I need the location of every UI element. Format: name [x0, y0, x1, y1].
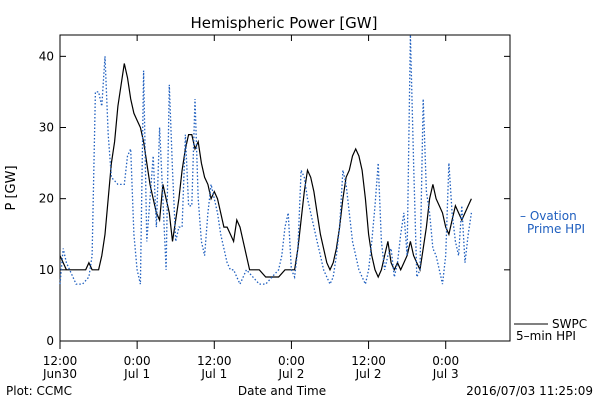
x-tick-label-4-date: Jul 2 [355, 367, 382, 381]
series-line-swpc [59, 63, 472, 279]
x-tick-label-1-date: Jul 1 [123, 367, 150, 381]
legend-ovation-line1: – Ovation [520, 209, 577, 223]
plot-frame [59, 34, 511, 342]
series-layer [59, 34, 473, 287]
x-tick-label-3-date: Jul 2 [277, 367, 304, 381]
x-tick-label-3-time: 0:00 [278, 354, 305, 368]
legend-swpc-line2: 5–min HPI [516, 329, 576, 343]
x-tick-label-4-time: 12:00 [351, 354, 386, 368]
y-tick-label-30: 30 [39, 121, 54, 135]
y-tick-label-10: 10 [39, 263, 54, 277]
x-tick-label-0-date: Jun30 [42, 367, 77, 381]
x-tick-label-1-time: 0:00 [124, 354, 151, 368]
plot-credit: Plot: CCMC [6, 384, 72, 398]
y-tick-label-20: 20 [39, 192, 54, 206]
legend-ovation: – Ovation Prime HPI [520, 209, 585, 236]
legend-swpc-line1: SWPC [552, 317, 587, 331]
y-tick-label-0: 0 [46, 334, 54, 348]
y-tick-label-40: 40 [39, 49, 54, 63]
x-tick-label-0-time: 12:00 [43, 354, 78, 368]
chart-title: Hemispheric Power [GW] [191, 14, 378, 32]
legend-ovation-line2: Prime HPI [527, 222, 585, 236]
y-axis-ticks: 0 10 20 30 40 [39, 49, 510, 348]
y-axis-label: P [GW] [4, 165, 19, 210]
x-tick-label-5-time: 0:00 [432, 354, 459, 368]
x-tick-label-2-date: Jul 1 [200, 367, 227, 381]
x-tick-label-2-time: 12:00 [197, 354, 232, 368]
x-tick-label-5-date: Jul 3 [432, 367, 459, 381]
plot-timestamp: 2016/07/03 11:25:09 [466, 384, 593, 398]
legend-swpc: SWPC 5–min HPI [514, 317, 587, 343]
x-axis-label: Date and Time [238, 384, 326, 398]
